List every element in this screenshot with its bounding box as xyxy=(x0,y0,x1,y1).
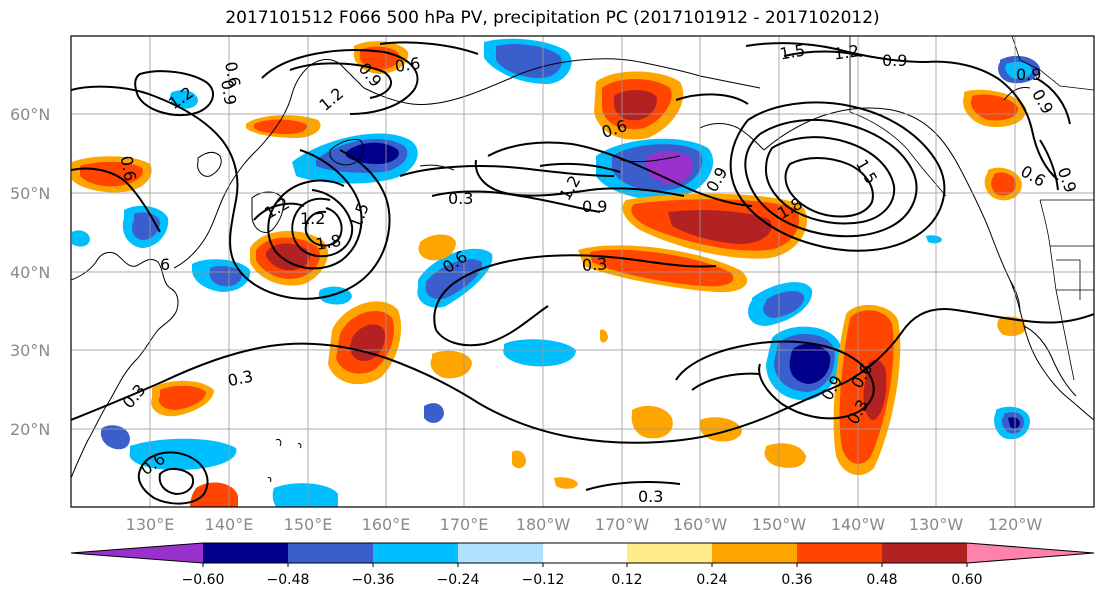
contour-label: 1.8 xyxy=(314,231,342,254)
contour-label: 0.3 xyxy=(581,254,608,275)
colorbar-tick-label: −0.36 xyxy=(352,572,395,588)
lon-label: 180°W xyxy=(516,515,571,534)
map-title: 2017101512 F066 500 hPa PV, precipitatio… xyxy=(225,8,880,28)
lon-label: 150°W xyxy=(752,515,807,534)
contour-label: 0.3 xyxy=(448,189,473,208)
coastlines xyxy=(71,58,1094,483)
contour-label: 6 xyxy=(160,255,170,274)
contour-label: 0.6 xyxy=(221,60,244,88)
lon-label: 130°W xyxy=(909,515,964,534)
lon-label: 170°E xyxy=(440,515,489,534)
lon-label: 130°E xyxy=(126,515,175,534)
lon-label: 120°W xyxy=(988,515,1043,534)
map-frame xyxy=(70,35,1095,508)
contour-label: 0.9 xyxy=(1016,65,1041,84)
colorbar-segment xyxy=(543,543,627,563)
lon-label: 160°E xyxy=(362,515,411,534)
contour-label: 0.6 xyxy=(394,54,422,76)
colorbar-segment xyxy=(797,543,882,563)
colorbar-tick-label: −0.24 xyxy=(437,572,480,588)
colorbar-segment xyxy=(627,543,712,563)
contour-label: 0.6 xyxy=(117,154,140,182)
colorbar-tick-label: 0.24 xyxy=(696,572,727,588)
colorbar-segment xyxy=(71,543,203,563)
colorbar-segment xyxy=(288,543,373,563)
lat-label: 40°N xyxy=(10,263,50,282)
colorbar-segment xyxy=(458,543,543,563)
colorbar-tick-label: 0.12 xyxy=(611,572,642,588)
lat-label: 30°N xyxy=(10,341,50,360)
lon-label: 140°W xyxy=(831,515,886,534)
colorbar-segment xyxy=(373,543,458,563)
latitude-labels: 60°N 50°N 40°N 30°N 20°N xyxy=(10,105,50,439)
lon-label: 140°E xyxy=(205,515,254,534)
contour-label: 0.9 xyxy=(217,78,240,106)
lon-label: 160°W xyxy=(673,515,728,534)
colorbar-tick-label: 0.48 xyxy=(866,572,897,588)
lon-label: 170°W xyxy=(595,515,650,534)
lat-label: 20°N xyxy=(10,420,50,439)
colorbar-segment xyxy=(712,543,797,563)
contour-label: 1.2 xyxy=(300,209,325,228)
colorbar-tick-label: −0.60 xyxy=(182,572,225,588)
colorbar-tick-label: −0.48 xyxy=(267,572,310,588)
colorbar-segment xyxy=(967,543,1094,563)
colorbar-segment xyxy=(203,543,288,563)
colorbar-segment xyxy=(882,543,967,563)
contour-label: 0.9 xyxy=(582,197,607,216)
lat-label: 60°N xyxy=(10,105,50,124)
colorbar-tick-label: 0.36 xyxy=(781,572,812,588)
lon-label: 150°E xyxy=(284,515,333,534)
colorbar-ticks xyxy=(202,563,968,567)
contour-label: 0.3 xyxy=(226,366,255,390)
map-grid xyxy=(71,36,1094,507)
political-borders xyxy=(849,36,1094,381)
longitude-labels: 130°E 140°E 150°E 160°E 170°E 180°W 170°… xyxy=(126,515,1043,534)
colorbar-tick-label: 0.60 xyxy=(951,572,982,588)
contour-label: 0.9 xyxy=(882,51,907,70)
colorbar: −0.60 −0.48 −0.36 −0.24 −0.12 0.12 0.24 … xyxy=(70,542,1095,588)
lat-label: 50°N xyxy=(10,184,50,203)
contour-label: 1.5 xyxy=(778,40,806,63)
pv-contours xyxy=(71,41,1094,505)
colorbar-tick-labels: −0.60 −0.48 −0.36 −0.24 −0.12 0.12 0.24 … xyxy=(182,572,983,588)
contour-label: 1.2 xyxy=(833,41,861,63)
contour-label: 0.3 xyxy=(638,487,663,506)
colorbar-tick-label: −0.12 xyxy=(522,572,565,588)
